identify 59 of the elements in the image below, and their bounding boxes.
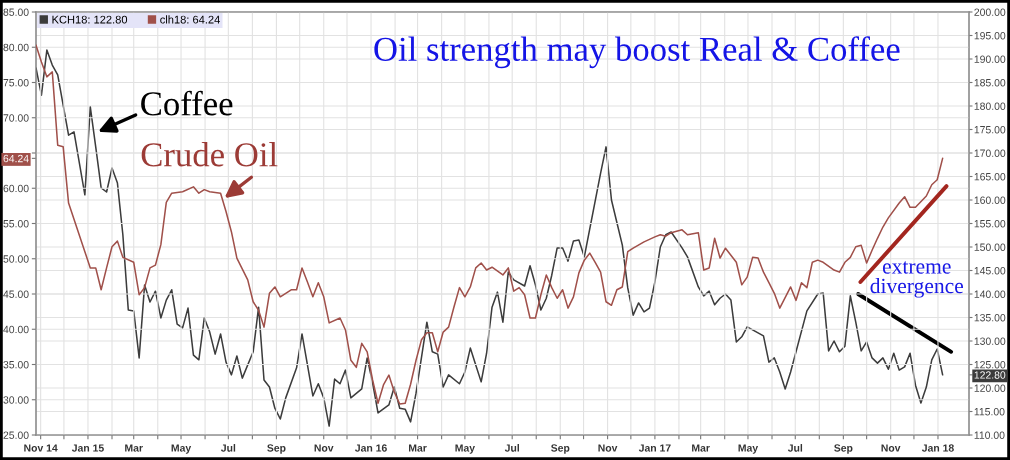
x-tick-label: Mar [409, 444, 427, 452]
y2-tick-label: 180.00 [974, 102, 1006, 110]
x-tick-label: Sep [267, 444, 286, 454]
legend-label: KCH18: 122.80 [52, 15, 128, 24]
y2-tick-label: 200.00 [974, 8, 1006, 16]
text: Oil strength may boost Real & Coffee [374, 36, 900, 69]
y2-tick-label: 110.00 [974, 431, 1005, 439]
x-tick-label: Nov [314, 444, 334, 452]
y-tick-label: 45.00 [3, 290, 29, 298]
y-tick-label: 75.00 [3, 79, 29, 87]
y-tick-label: 40.00 [3, 325, 29, 334]
y-tick-label: 60.00 [3, 184, 29, 193]
y-tick-label: 55.00 [3, 220, 29, 228]
y2-tick-label: 165.00 [974, 173, 1006, 181]
x-tick-label: Jul [504, 444, 519, 452]
annotation: Crude Oil [141, 142, 278, 167]
x-tick-label: Sep [834, 444, 853, 454]
y-tick-label: 50.00 [3, 255, 29, 263]
y2-tick-label: 160.00 [974, 196, 1006, 204]
y2-tick-label: 115.00 [974, 408, 1005, 416]
x-tick-label: Jul [787, 444, 803, 452]
x-tick-label: Sep [551, 444, 570, 454]
y2-tick-label: 150.00 [974, 243, 1006, 251]
y2-tick-label: 120.00 [974, 384, 1006, 392]
x-tick-label: Jan 16 [354, 444, 387, 452]
y2-tick-label: 195.00 [974, 32, 1006, 40]
annotation: Coffee [141, 90, 233, 116]
y2-tick-label: 125.00 [974, 361, 1006, 369]
y2-tick-label: 155.00 [974, 220, 1006, 228]
y2-tick-label: 130.00 [974, 337, 1006, 345]
y2-tick-label: 140.00 [974, 290, 1006, 298]
y2-tick-label: 175.00 [974, 126, 1006, 134]
x-tick-label: Jan 18 [921, 444, 954, 452]
x-tick-label: Mar [125, 444, 143, 452]
y-tick-label: 25.00 [3, 431, 29, 439]
x-tick-label: Nov [598, 444, 618, 452]
y2-tick-label: 122.80 [974, 371, 1006, 379]
y2-tick-label: 135.00 [974, 314, 1006, 322]
x-tick-label: May [171, 444, 192, 454]
y-tick-label: 80.00 [3, 43, 29, 52]
x-tick-label: Nov [881, 444, 901, 452]
y2-tick-label: 170.00 [974, 149, 1006, 157]
x-tick-label: Nov 14 [24, 444, 58, 452]
y2-tick-label: 190.00 [974, 55, 1006, 63]
y-tick-label: 70.00 [3, 114, 29, 122]
y-tick-label: 85.00 [3, 8, 29, 16]
x-tick-label: May [455, 444, 475, 454]
y-tick-label: 35.00 [3, 361, 29, 369]
x-tick-label: Jul [220, 444, 236, 452]
y-tick-label: 64.24 [3, 154, 29, 163]
y-tick-label: 30.00 [3, 396, 29, 404]
x-tick-label: Jan 15 [71, 444, 104, 452]
y2-tick-label: 185.00 [974, 79, 1006, 87]
legend-label: clh18: 64.24 [160, 15, 220, 24]
annotation: extreme divergence [870, 261, 964, 298]
x-tick-label: May [738, 444, 759, 454]
y2-tick-label: 145.00 [974, 267, 1006, 275]
x-tick-label: Mar [692, 444, 710, 452]
x-tick-label: Jan 17 [638, 444, 671, 452]
